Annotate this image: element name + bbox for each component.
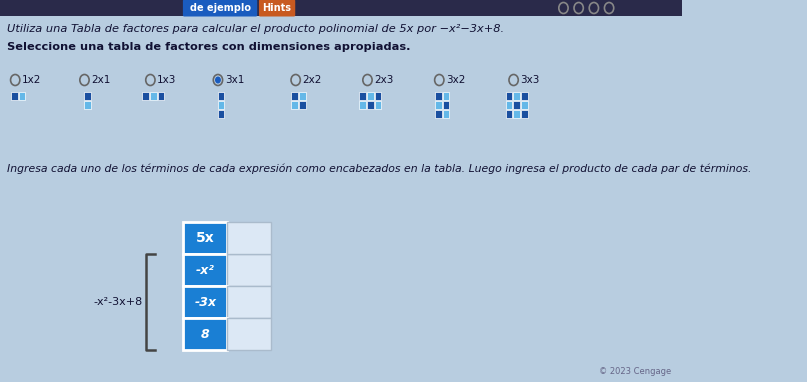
Text: 2x1: 2x1 xyxy=(91,75,111,85)
Text: 1x3: 1x3 xyxy=(157,75,177,85)
Text: 1x2: 1x2 xyxy=(22,75,41,85)
Bar xyxy=(359,101,366,109)
Bar xyxy=(291,92,299,100)
Circle shape xyxy=(215,76,221,84)
Text: 2x2: 2x2 xyxy=(303,75,322,85)
FancyBboxPatch shape xyxy=(259,0,295,16)
Bar xyxy=(218,101,224,109)
Bar xyxy=(521,92,528,100)
Text: 3x3: 3x3 xyxy=(521,75,540,85)
Bar xyxy=(150,92,157,100)
Text: Seleccione una tabla de factores con dimensiones apropiadas.: Seleccione una tabla de factores con dim… xyxy=(6,42,410,52)
Bar xyxy=(299,92,306,100)
Bar xyxy=(443,101,449,109)
Bar xyxy=(521,110,528,118)
Bar xyxy=(228,318,271,350)
Bar xyxy=(513,110,520,118)
Bar xyxy=(435,92,441,100)
Bar xyxy=(443,92,449,100)
Bar xyxy=(0,0,682,16)
Bar xyxy=(84,101,91,109)
Bar xyxy=(513,92,520,100)
Text: -x²: -x² xyxy=(196,264,215,277)
Bar xyxy=(506,92,512,100)
Bar xyxy=(183,222,228,254)
Bar xyxy=(299,101,306,109)
Bar xyxy=(183,318,228,350)
Bar xyxy=(157,92,165,100)
Bar xyxy=(513,101,520,109)
Bar xyxy=(443,110,449,118)
Bar xyxy=(183,286,228,318)
Text: 3x2: 3x2 xyxy=(446,75,466,85)
Bar xyxy=(367,92,374,100)
Bar xyxy=(11,92,18,100)
Bar xyxy=(506,101,512,109)
Bar xyxy=(359,92,366,100)
Bar xyxy=(218,110,224,118)
Text: de ejemplo: de ejemplo xyxy=(190,3,250,13)
Text: 2x3: 2x3 xyxy=(374,75,394,85)
Bar xyxy=(19,92,25,100)
FancyBboxPatch shape xyxy=(183,0,257,16)
Text: Utiliza una Tabla de factores para calcular el producto polinomial de 5x por −x²: Utiliza una Tabla de factores para calcu… xyxy=(6,24,504,34)
Bar xyxy=(374,101,382,109)
Bar xyxy=(84,92,91,100)
Bar xyxy=(435,110,441,118)
Bar xyxy=(521,101,528,109)
Text: Ingresa cada uno de los términos de cada expresión como encabezados en la tabla.: Ingresa cada uno de los términos de cada… xyxy=(6,163,751,173)
Bar xyxy=(228,286,271,318)
Bar xyxy=(228,254,271,286)
Text: -3x: -3x xyxy=(194,296,216,309)
Bar xyxy=(367,101,374,109)
Bar xyxy=(435,101,441,109)
Text: 3x1: 3x1 xyxy=(224,75,244,85)
Bar xyxy=(291,101,299,109)
Bar xyxy=(218,92,224,100)
Bar xyxy=(228,222,271,254)
Bar xyxy=(183,254,228,286)
Text: 5x: 5x xyxy=(196,231,215,245)
Text: © 2023 Cengage: © 2023 Cengage xyxy=(600,367,671,376)
Bar xyxy=(374,92,382,100)
Text: -x²-3x+8: -x²-3x+8 xyxy=(94,297,143,307)
Text: Hints: Hints xyxy=(262,3,291,13)
Bar xyxy=(142,92,149,100)
Text: 8: 8 xyxy=(201,327,210,340)
Bar xyxy=(506,110,512,118)
